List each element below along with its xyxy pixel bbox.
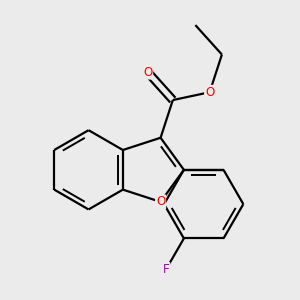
Text: O: O <box>205 86 214 99</box>
Text: O: O <box>143 66 152 79</box>
Text: F: F <box>163 263 170 276</box>
Text: O: O <box>156 195 165 208</box>
